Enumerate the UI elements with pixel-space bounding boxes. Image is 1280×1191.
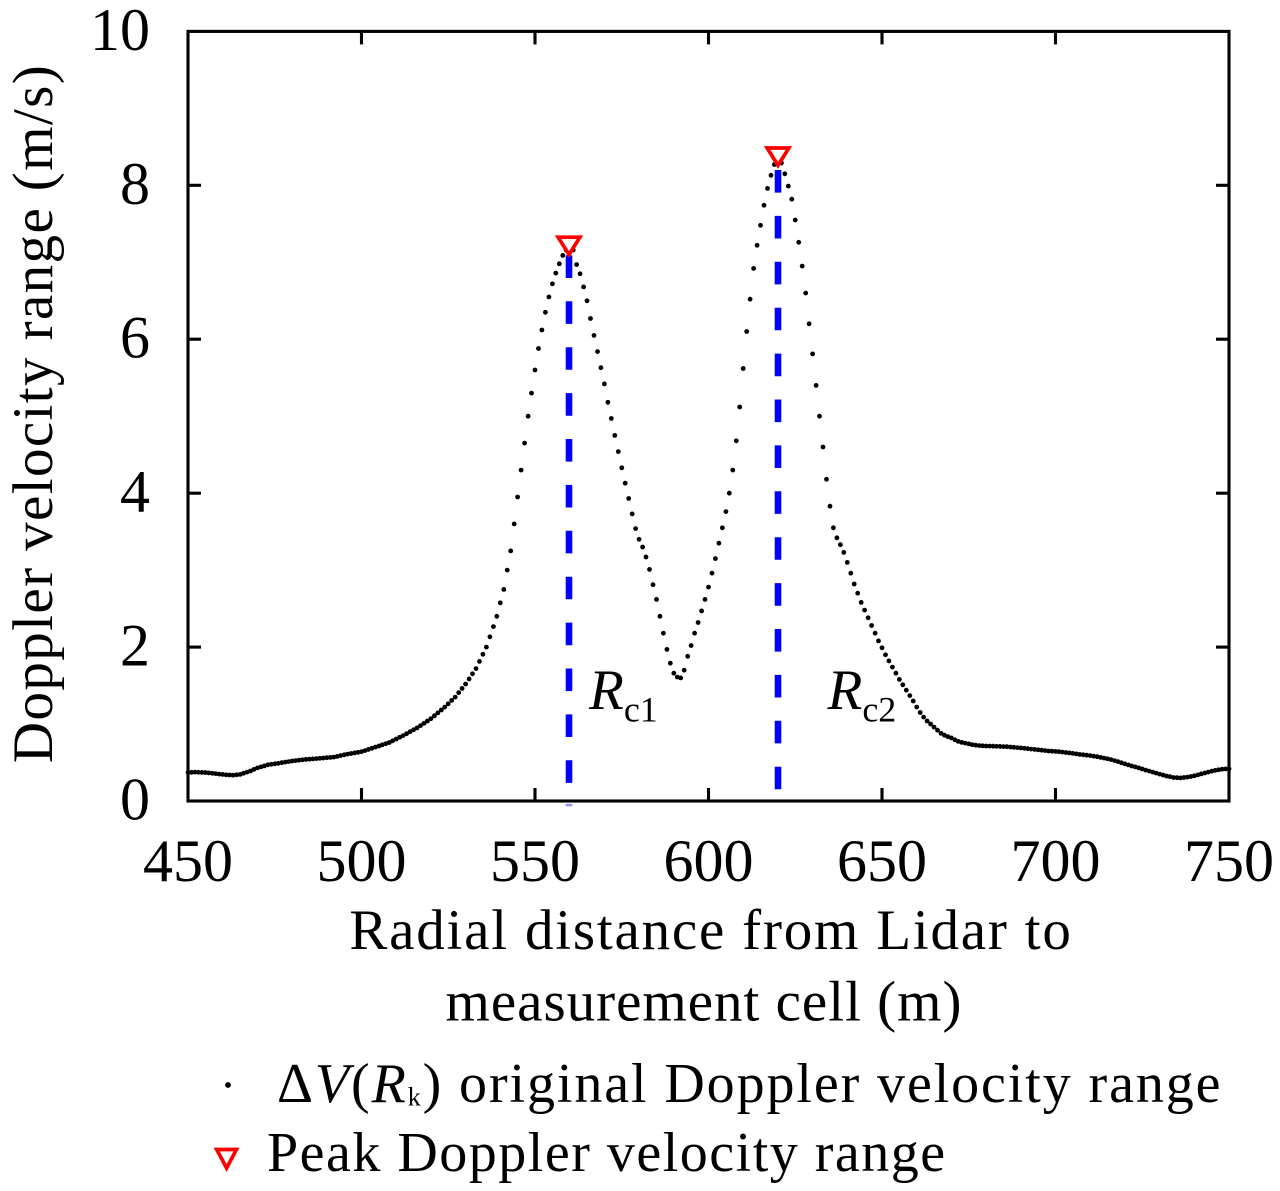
svg-text:6: 6 <box>120 305 150 371</box>
svg-text:Radial distance from Lidar to: Radial distance from Lidar to <box>349 899 1072 962</box>
svg-text:500: 500 <box>317 828 407 894</box>
svg-text:600: 600 <box>664 828 754 894</box>
svg-text:4: 4 <box>120 459 150 525</box>
svg-text:550: 550 <box>490 828 580 894</box>
svg-text:Doppler velocity range (m/s): Doppler velocity range (m/s) <box>2 64 65 763</box>
svg-text:ΔV(Rk) original Doppler veloci: ΔV(Rk) original Doppler velocity range <box>277 1053 1222 1115</box>
svg-text:750: 750 <box>1184 828 1274 894</box>
svg-text:8: 8 <box>120 151 150 217</box>
svg-text:2: 2 <box>120 613 150 679</box>
svg-text:Peak Doppler velocity range: Peak Doppler velocity range <box>267 1122 947 1184</box>
svg-text:10: 10 <box>90 0 150 63</box>
svg-text:650: 650 <box>837 828 927 894</box>
svg-text:450: 450 <box>143 828 233 894</box>
svg-text:measurement cell (m): measurement cell (m) <box>446 971 963 1034</box>
svg-text:700: 700 <box>1011 828 1101 894</box>
svg-text:0: 0 <box>120 767 150 833</box>
